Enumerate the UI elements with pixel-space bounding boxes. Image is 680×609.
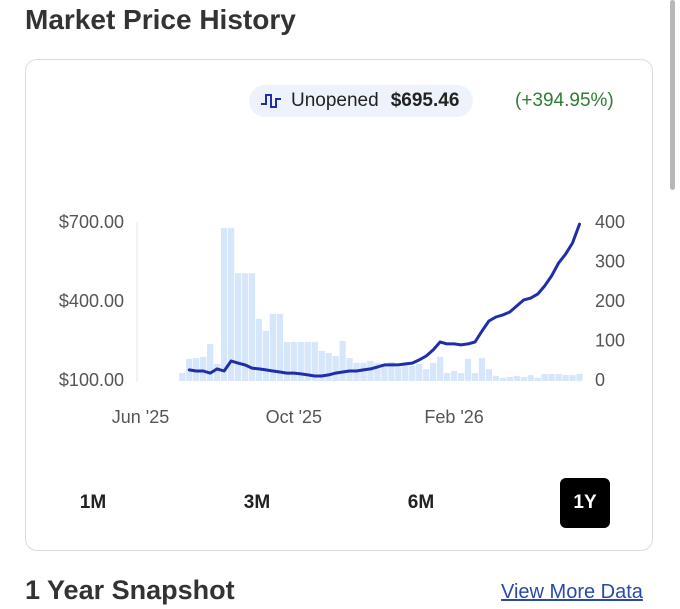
y2-tick-label: 0 [595, 370, 605, 390]
bar [276, 313, 283, 381]
bar [492, 375, 500, 381]
bar [214, 364, 221, 381]
bar [437, 356, 444, 381]
bar [464, 358, 472, 381]
bar [562, 375, 569, 381]
bar [360, 362, 367, 381]
bar [332, 356, 339, 381]
range-button[interactable]: 6M [396, 478, 446, 528]
bar [485, 369, 493, 381]
scrollbar [670, 0, 675, 190]
range-button[interactable]: 1Y [560, 478, 610, 528]
range-selector: 1M 3M 6M 1Y [26, 478, 654, 530]
bar [576, 373, 583, 381]
bar [527, 375, 534, 381]
bar [227, 228, 235, 381]
bar [555, 373, 562, 381]
bar [241, 273, 249, 381]
chart: $100.00 $400.00 $700.00 0 100 200 300 400 Jun '2… [59, 212, 625, 427]
bar [220, 228, 228, 381]
bar [395, 367, 402, 381]
bar [499, 377, 506, 381]
bar [548, 373, 555, 381]
bar [388, 362, 395, 381]
bar [304, 341, 311, 381]
x-tick-label: Oct '25 [266, 407, 322, 427]
bar [248, 273, 256, 381]
bar [430, 362, 437, 381]
x-tick-label: Jun '25 [112, 407, 169, 427]
bar [179, 373, 186, 381]
y-tick-label: $400.00 [59, 291, 124, 311]
bar [541, 373, 548, 381]
bar [381, 364, 388, 381]
y2-tick-label: 300 [595, 251, 625, 271]
price-change: (+394.95%) [515, 90, 614, 111]
bar [450, 371, 458, 381]
y-tick-label: $700.00 [59, 212, 124, 232]
bar [457, 373, 465, 381]
bar [423, 369, 430, 381]
bar [297, 341, 304, 381]
bar [339, 341, 346, 381]
bar [367, 360, 374, 381]
legend-label: Unopened [291, 90, 379, 111]
bar [443, 373, 451, 381]
y2-tick-label: 400 [595, 212, 625, 232]
bar [478, 358, 486, 381]
y-tick-label: $100.00 [59, 370, 124, 390]
bar [374, 362, 381, 381]
bar [534, 377, 541, 381]
range-button[interactable]: 3M [232, 478, 282, 528]
bar [569, 375, 576, 381]
y2-tick-label: 200 [595, 291, 625, 311]
y2-tick-label: 100 [595, 330, 625, 350]
price-line [187, 222, 581, 378]
bar [207, 343, 214, 381]
section-title: 1 Year Snapshot [25, 575, 235, 605]
bar [409, 365, 416, 381]
bar [471, 373, 479, 381]
bar [269, 313, 277, 381]
bar [311, 341, 318, 381]
bar [318, 350, 325, 381]
bar [416, 364, 423, 381]
legend-icon [261, 94, 281, 108]
bar [520, 377, 527, 381]
bar [200, 356, 207, 381]
x-tick-label: Feb '26 [424, 407, 483, 427]
bar [283, 341, 290, 381]
legend: Unopened $695.46 [249, 85, 474, 117]
bar [513, 375, 520, 381]
chart-card: Unopened $695.46 (+394.95%) $100.00 $400.… [25, 59, 653, 551]
bar [325, 352, 332, 381]
page-title: Market Price History [25, 4, 296, 35]
bar [234, 273, 242, 381]
range-button[interactable]: 1M [68, 478, 118, 528]
legend-price: $695.46 [390, 90, 460, 111]
bar [290, 341, 297, 381]
bar [506, 377, 513, 381]
bar [402, 362, 409, 381]
bar [262, 330, 270, 381]
view-more-link[interactable]: View More Data [501, 581, 643, 603]
bar [255, 318, 263, 381]
